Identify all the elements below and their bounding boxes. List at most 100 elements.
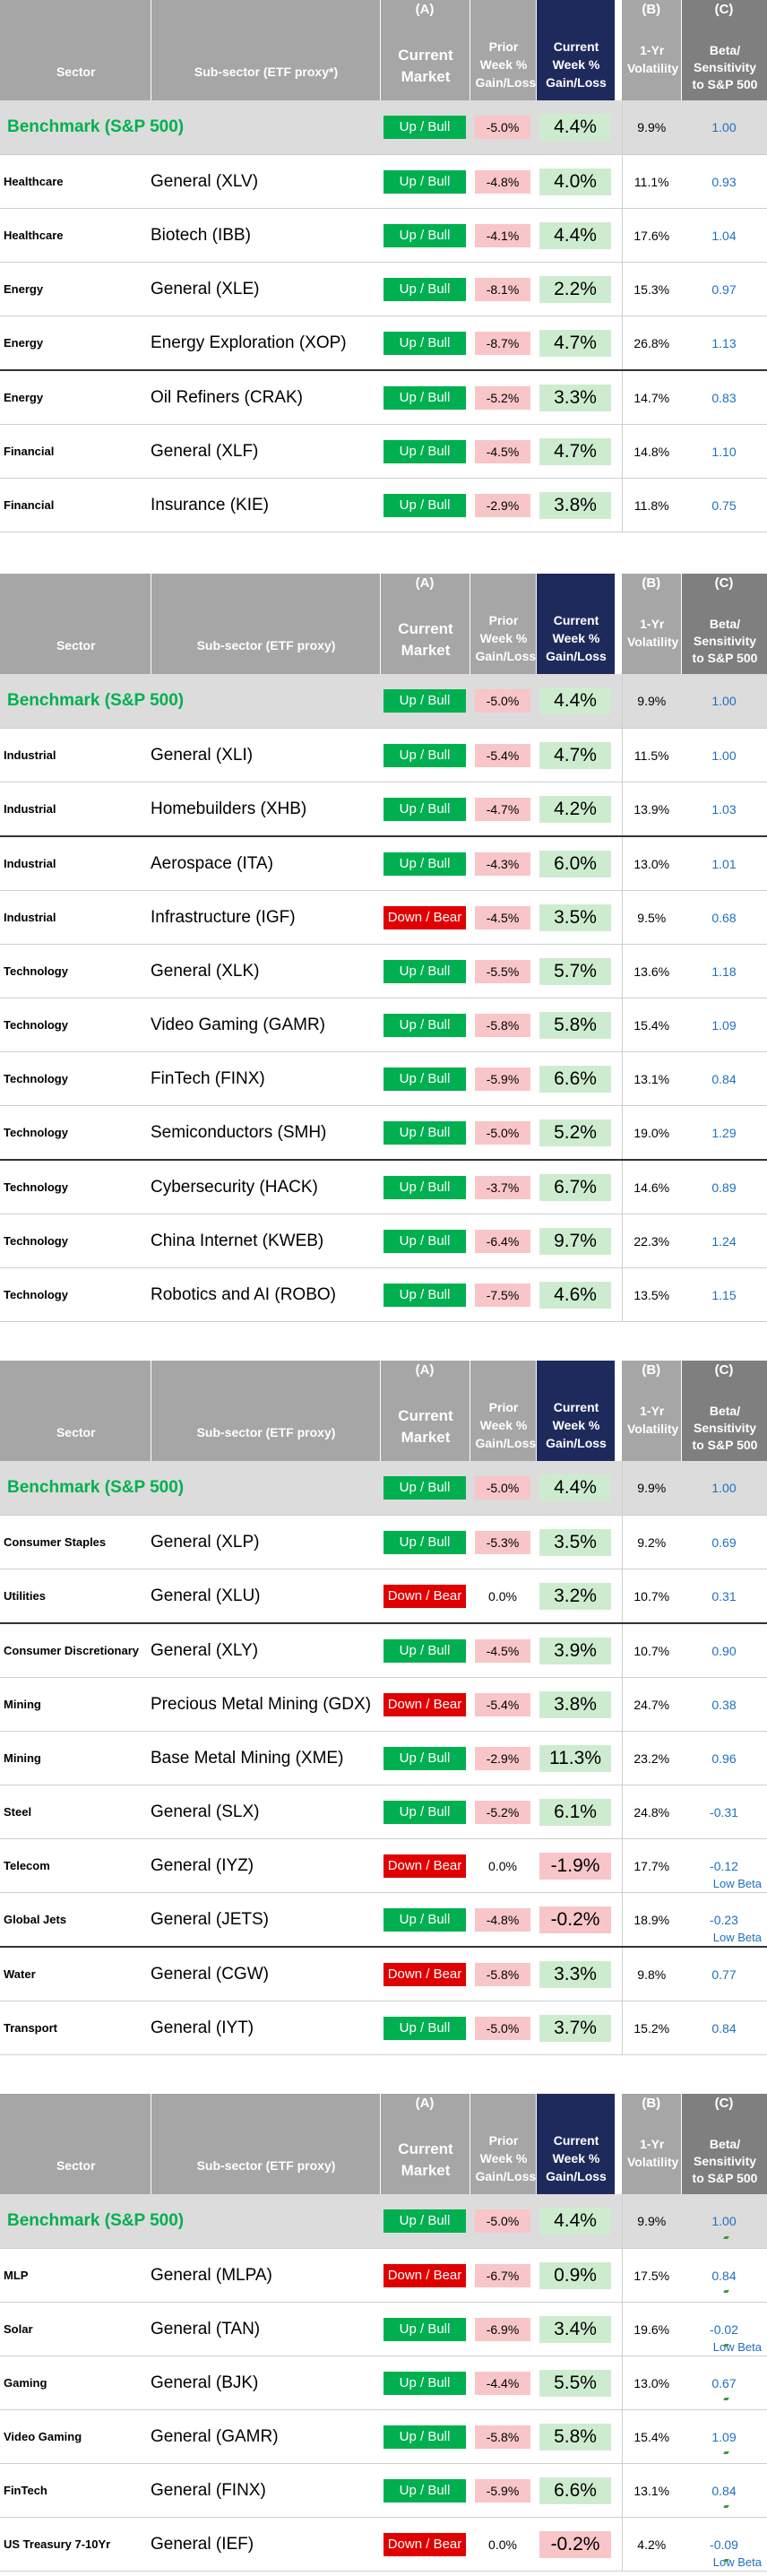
prior-week-value: -2.9% [475, 493, 530, 517]
header-label: Prior Week % Gain/Loss [475, 1400, 537, 1450]
current-week-cell: 3.8% [536, 1677, 615, 1732]
market-status-badge: Up / Bull [384, 2317, 466, 2341]
market-cell: Up / Bull [380, 1731, 470, 1785]
benchmark-cell: Benchmark (S&P 500) [0, 674, 380, 729]
header-current-week: Current Week % Gain/Loss [536, 1361, 616, 1461]
prior-week-cell: -8.1% [470, 262, 536, 316]
column-letter: (A) [415, 2096, 435, 2111]
market-status-badge: Up / Bull [384, 689, 466, 713]
beta-cell: 0.83 [681, 370, 767, 425]
beta-value: 1.03 [711, 801, 737, 817]
prior-week-cell: -4.5% [470, 890, 536, 945]
market-cell: Up / Bull [380, 478, 470, 532]
sub-sector-cell: General (XLI) [151, 728, 380, 782]
market-status-badge: Down / Bear [384, 1962, 466, 1986]
market-status-badge: Down / Bear [384, 1854, 466, 1878]
current-week-value: 5.5% [539, 2369, 611, 2397]
beta-value: 1.09 [711, 2429, 737, 2444]
volatility-cell: 24.8% [621, 1785, 681, 1839]
current-week-cell: 4.7% [536, 316, 615, 371]
table-row: Healthcare Biotech (IBB) Up / Bull -4.1% 4.4… [0, 208, 767, 263]
header-label: 1-Yr Volatility [627, 1404, 679, 1436]
spacer-cell [615, 674, 622, 729]
sector-cell: Consumer Discretionary [0, 1623, 151, 1678]
prior-week-value: -5.0% [475, 1476, 530, 1500]
market-status-badge: Up / Bull [384, 2016, 466, 2040]
beta-value: 0.38 [711, 1697, 737, 1712]
beta-cell: 1.18 [681, 944, 767, 998]
current-week-value: 5.8% [539, 2423, 611, 2451]
header-label: Beta/ Sensitivity to S&P 500 [692, 43, 758, 91]
column-letter: (B) [642, 2096, 661, 2111]
market-status-badge: Up / Bull [384, 743, 466, 767]
spacer-cell [615, 208, 622, 263]
market-cell: Up / Bull [380, 370, 470, 425]
prior-week-value: -4.5% [475, 439, 530, 463]
header-row: Sector Sub-sector (ETF proxy) (A) Current M… [0, 574, 767, 674]
market-cell: Up / Bull [380, 1105, 470, 1161]
prior-week-cell: -5.8% [470, 1947, 536, 2001]
spacer-cell [615, 2463, 622, 2518]
volatility-cell: 13.1% [621, 2463, 681, 2518]
market-cell: Up / Bull [380, 2356, 470, 2410]
column-letter: (A) [415, 575, 435, 591]
benchmark-cell: Benchmark (S&P 500) [0, 1461, 380, 1516]
market-cell: Down / Bear [380, 1569, 470, 1624]
spacer-cell [615, 100, 622, 155]
current-week-value: 4.4% [539, 1474, 611, 1501]
beta-cell: -0.12 Low Beta [681, 1838, 767, 1893]
table-row: Gaming General (BJK) Up / Bull -4.4% 5.5% 13.… [0, 2356, 767, 2410]
market-cell: Up / Bull [380, 316, 470, 371]
sector-cell: Technology [0, 998, 151, 1052]
header-label: 1-Yr Volatility [627, 617, 679, 649]
current-week-cell: 5.7% [536, 944, 615, 998]
market-cell: Down / Bear [380, 1838, 470, 1893]
table-row: FinTech General (FINX) Up / Bull -5.9% 6.6% 1… [0, 2463, 767, 2518]
header-sub-sector: Sub-sector (ETF proxy) [151, 1361, 381, 1461]
prior-week-value: -5.0% [475, 116, 530, 139]
table-row: Transport General (IYT) Up / Bull -5.0% 3.7%… [0, 2001, 767, 2055]
header-beta: (C) Beta/ Sensitivity to S&P 500 [681, 1361, 767, 1461]
spacer-cell [615, 1461, 622, 1516]
sector-cell: Transport [0, 2001, 151, 2055]
volatility-cell: 17.7% [621, 1838, 681, 1893]
market-cell: Up / Bull [380, 944, 470, 998]
current-week-cell: 3.5% [536, 1515, 615, 1569]
volatility-cell: 9.5% [621, 890, 681, 945]
market-status-badge: Up / Bull [384, 2209, 466, 2233]
header-current-week: Current Week % Gain/Loss [536, 2094, 616, 2194]
prior-week-cell: -5.0% [470, 2001, 536, 2055]
volatility-cell: 19.6% [621, 2302, 681, 2356]
prior-week-cell: -6.4% [470, 1214, 536, 1268]
beta-cell: 0.84 [681, 2463, 767, 2518]
current-week-value: 3.2% [539, 1582, 611, 1610]
current-week-cell: 4.4% [536, 674, 615, 729]
volatility-cell: 13.0% [621, 836, 681, 891]
beta-cell: 1.00 [681, 2194, 767, 2249]
beta-cell: 0.69 [681, 1515, 767, 1569]
volatility-cell: 15.4% [621, 998, 681, 1052]
prior-week-value: -5.2% [475, 385, 530, 410]
header-beta: (C) Beta/ Sensitivity to S&P 500 [681, 0, 767, 100]
market-status-badge: Up / Bull [384, 2425, 466, 2449]
prior-week-value: -5.9% [475, 2478, 530, 2503]
market-cell: Up / Bull [380, 208, 470, 263]
header-label: Prior Week % Gain/Loss [475, 2133, 537, 2183]
header-label: Current Week % Gain/Loss [546, 39, 607, 90]
prior-week-value: -5.9% [475, 1067, 530, 1091]
market-status-badge: Up / Bull [384, 2371, 466, 2395]
spacer-cell [615, 1785, 622, 1839]
table-row: Industrial Infrastructure (IGF) Down / Bea… [0, 890, 767, 945]
prior-week-value: -4.1% [475, 223, 530, 247]
prior-week-cell: -5.8% [470, 2409, 536, 2464]
beta-cell: -0.31 [681, 1785, 767, 1839]
low-beta-note: Low Beta [712, 2555, 762, 2569]
sector-table: Sector Sub-sector (ETF proxy) (A) Current M… [0, 574, 767, 1322]
beta-value: -0.12 [710, 1858, 738, 1873]
volatility-cell: 18.9% [621, 1892, 681, 1948]
current-week-cell: 3.9% [536, 1623, 615, 1678]
market-cell: Up / Bull [380, 674, 470, 729]
market-cell: Up / Bull [380, 836, 470, 891]
prior-week-cell: -5.2% [470, 370, 536, 425]
sector-cell: Steel [0, 1785, 151, 1839]
